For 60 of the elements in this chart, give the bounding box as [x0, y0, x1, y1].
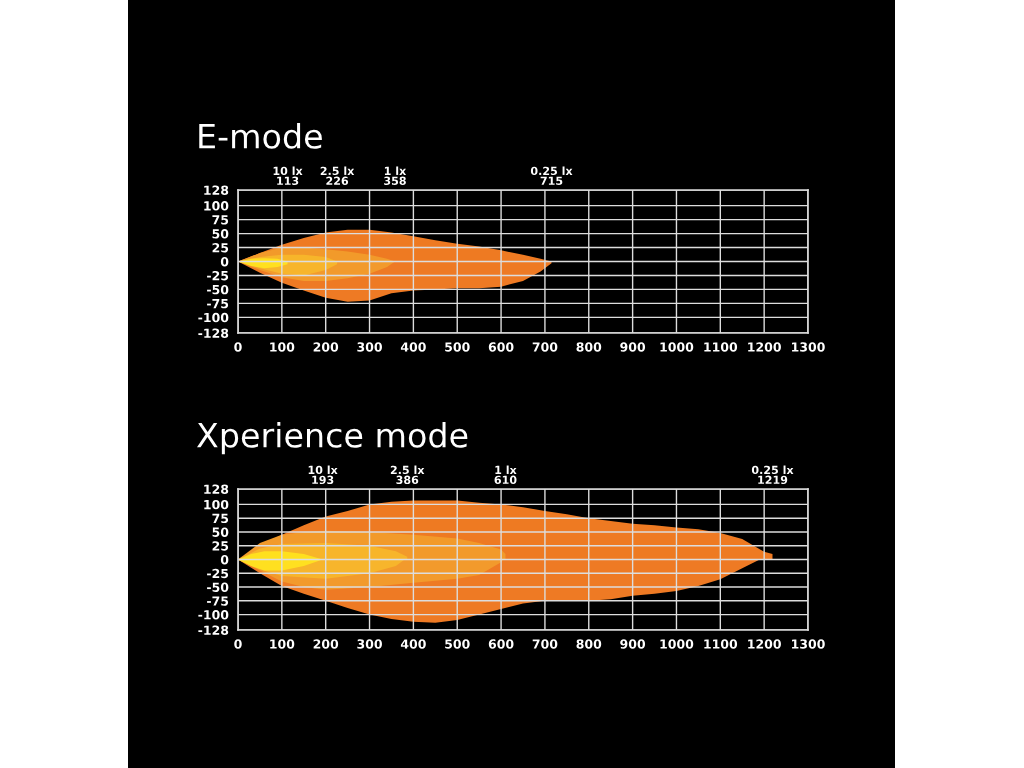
x-tick-label: 1200	[748, 639, 781, 649]
x-tick-label: 700	[532, 639, 558, 649]
y-tick-label: 50	[212, 229, 229, 239]
x-tick-label: 100	[270, 639, 295, 649]
x-tick-label: 900	[620, 342, 646, 352]
text: 10 lx 193	[308, 465, 338, 485]
x-tick-label: 1000	[660, 639, 694, 649]
y-tick-label: 128	[204, 484, 229, 494]
y-tick-label: 100	[204, 499, 229, 510]
y-tick-label: 0	[220, 554, 229, 565]
y-tick-label: -100	[198, 610, 229, 620]
x-tick-label: 1000	[660, 342, 694, 352]
x-tick-label: 500	[445, 639, 470, 649]
x-tick-label: 600	[488, 639, 514, 649]
x-tick-label: 800	[576, 342, 602, 352]
x-tick-label: 900	[620, 639, 646, 649]
x-tick-label: 600	[488, 342, 514, 352]
y-tick-label: -50	[207, 284, 229, 295]
x-tick-label: 400	[400, 342, 426, 352]
y-tick-label: 25	[212, 541, 229, 551]
text: 2.5 lx 226	[320, 166, 355, 185]
y-tick-label: 0	[220, 256, 229, 267]
x-tick-label: 200	[313, 639, 339, 649]
text: 1 lx 610	[494, 465, 517, 485]
x-tick-label: 1100	[704, 639, 738, 649]
x-tick-label: 500	[445, 342, 470, 352]
y-tick-label: 75	[212, 215, 229, 225]
y-tick-label: -25	[207, 568, 229, 579]
y-tick-label: 75	[212, 513, 229, 524]
text: 1 lx 358	[384, 166, 407, 185]
x-tick-label: 0	[234, 342, 242, 352]
x-tick-label: 300	[357, 639, 382, 649]
y-tick-label: -128	[198, 625, 229, 635]
x-tick-label: 700	[532, 342, 558, 352]
chart-title: E-mode	[199, 123, 322, 149]
text: 10 lx 113	[273, 166, 303, 185]
x-tick-label: 200	[313, 342, 339, 352]
x-tick-label: 1100	[704, 342, 738, 352]
x-tick-label: 100	[270, 342, 295, 352]
x-tick-label: 400	[400, 639, 426, 649]
text: 2.5 lx 386	[390, 465, 425, 485]
y-tick-label: 128	[204, 185, 229, 195]
x-tick-label: 1300	[792, 342, 825, 352]
y-tick-label: 50	[212, 527, 229, 537]
x-tick-label: 300	[357, 342, 382, 352]
y-tick-label: -100	[198, 312, 229, 323]
y-tick-label: 100	[204, 201, 229, 211]
y-tick-label: -75	[207, 596, 229, 606]
x-tick-label: 0	[234, 639, 242, 649]
x-tick-label: 1300	[792, 639, 825, 649]
text: 0.25 lx 1219	[751, 465, 794, 485]
y-tick-label: 25	[212, 243, 229, 253]
y-tick-label: -75	[207, 299, 229, 309]
x-tick-label: 1200	[748, 342, 781, 352]
y-tick-label: -128	[198, 328, 229, 338]
chart-title: Xperience mode	[196, 422, 468, 455]
text: 0.25 lx 715	[530, 166, 573, 185]
y-tick-label: -50	[207, 582, 229, 592]
y-tick-label: -25	[207, 270, 229, 281]
x-tick-label: 800	[576, 639, 602, 649]
